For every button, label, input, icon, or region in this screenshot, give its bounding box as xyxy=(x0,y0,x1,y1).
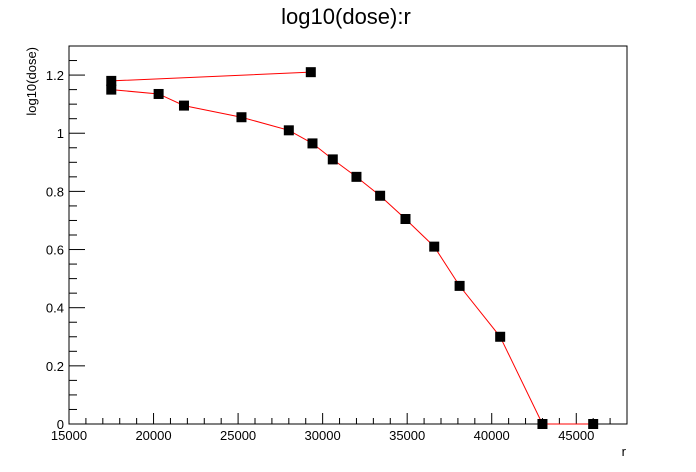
x-tick-label: 25000 xyxy=(220,428,256,443)
x-axis-title: r xyxy=(622,444,627,459)
data-point xyxy=(351,171,362,182)
x-tick-label: 30000 xyxy=(305,428,341,443)
data-point xyxy=(429,241,440,252)
data-point xyxy=(495,331,506,342)
x-axis: 15000 20000 25000 30000 35000 40000 45000 xyxy=(51,413,628,443)
y-tick-label: 0.2 xyxy=(46,359,64,374)
chart-title: log10(dose):r xyxy=(281,4,411,29)
y-tick-label: 0.4 xyxy=(46,301,64,316)
data-point xyxy=(537,419,548,429)
x-tick-label: 40000 xyxy=(474,428,510,443)
data-point xyxy=(375,190,386,201)
data-point xyxy=(236,112,247,123)
x-tick-label: 35000 xyxy=(389,428,425,443)
data-point xyxy=(327,154,338,165)
data-point xyxy=(153,88,164,99)
x-tick-label: 15000 xyxy=(51,428,87,443)
data-point xyxy=(106,75,117,86)
y-tick-label: 1 xyxy=(57,126,64,141)
y-axis: 0 0.2 0.4 0.6 0.8 1 1.2 xyxy=(46,45,85,432)
y-axis-title: log10(dose) xyxy=(24,47,39,116)
y-tick-label: 0 xyxy=(57,417,64,432)
data-point xyxy=(106,84,117,95)
x-tick-label: 20000 xyxy=(135,428,171,443)
data-point xyxy=(178,100,189,111)
y-tick-label: 1.2 xyxy=(46,68,64,83)
data-point xyxy=(400,214,411,225)
y-tick-label: 0.6 xyxy=(46,243,64,258)
data-point xyxy=(283,125,294,136)
data-point xyxy=(305,67,316,78)
y-tick-label: 0.8 xyxy=(46,184,64,199)
x-tick-label: 45000 xyxy=(558,428,594,443)
data-point xyxy=(307,138,318,149)
series-markers xyxy=(106,67,599,429)
data-point xyxy=(454,280,465,291)
data-point xyxy=(588,419,599,429)
